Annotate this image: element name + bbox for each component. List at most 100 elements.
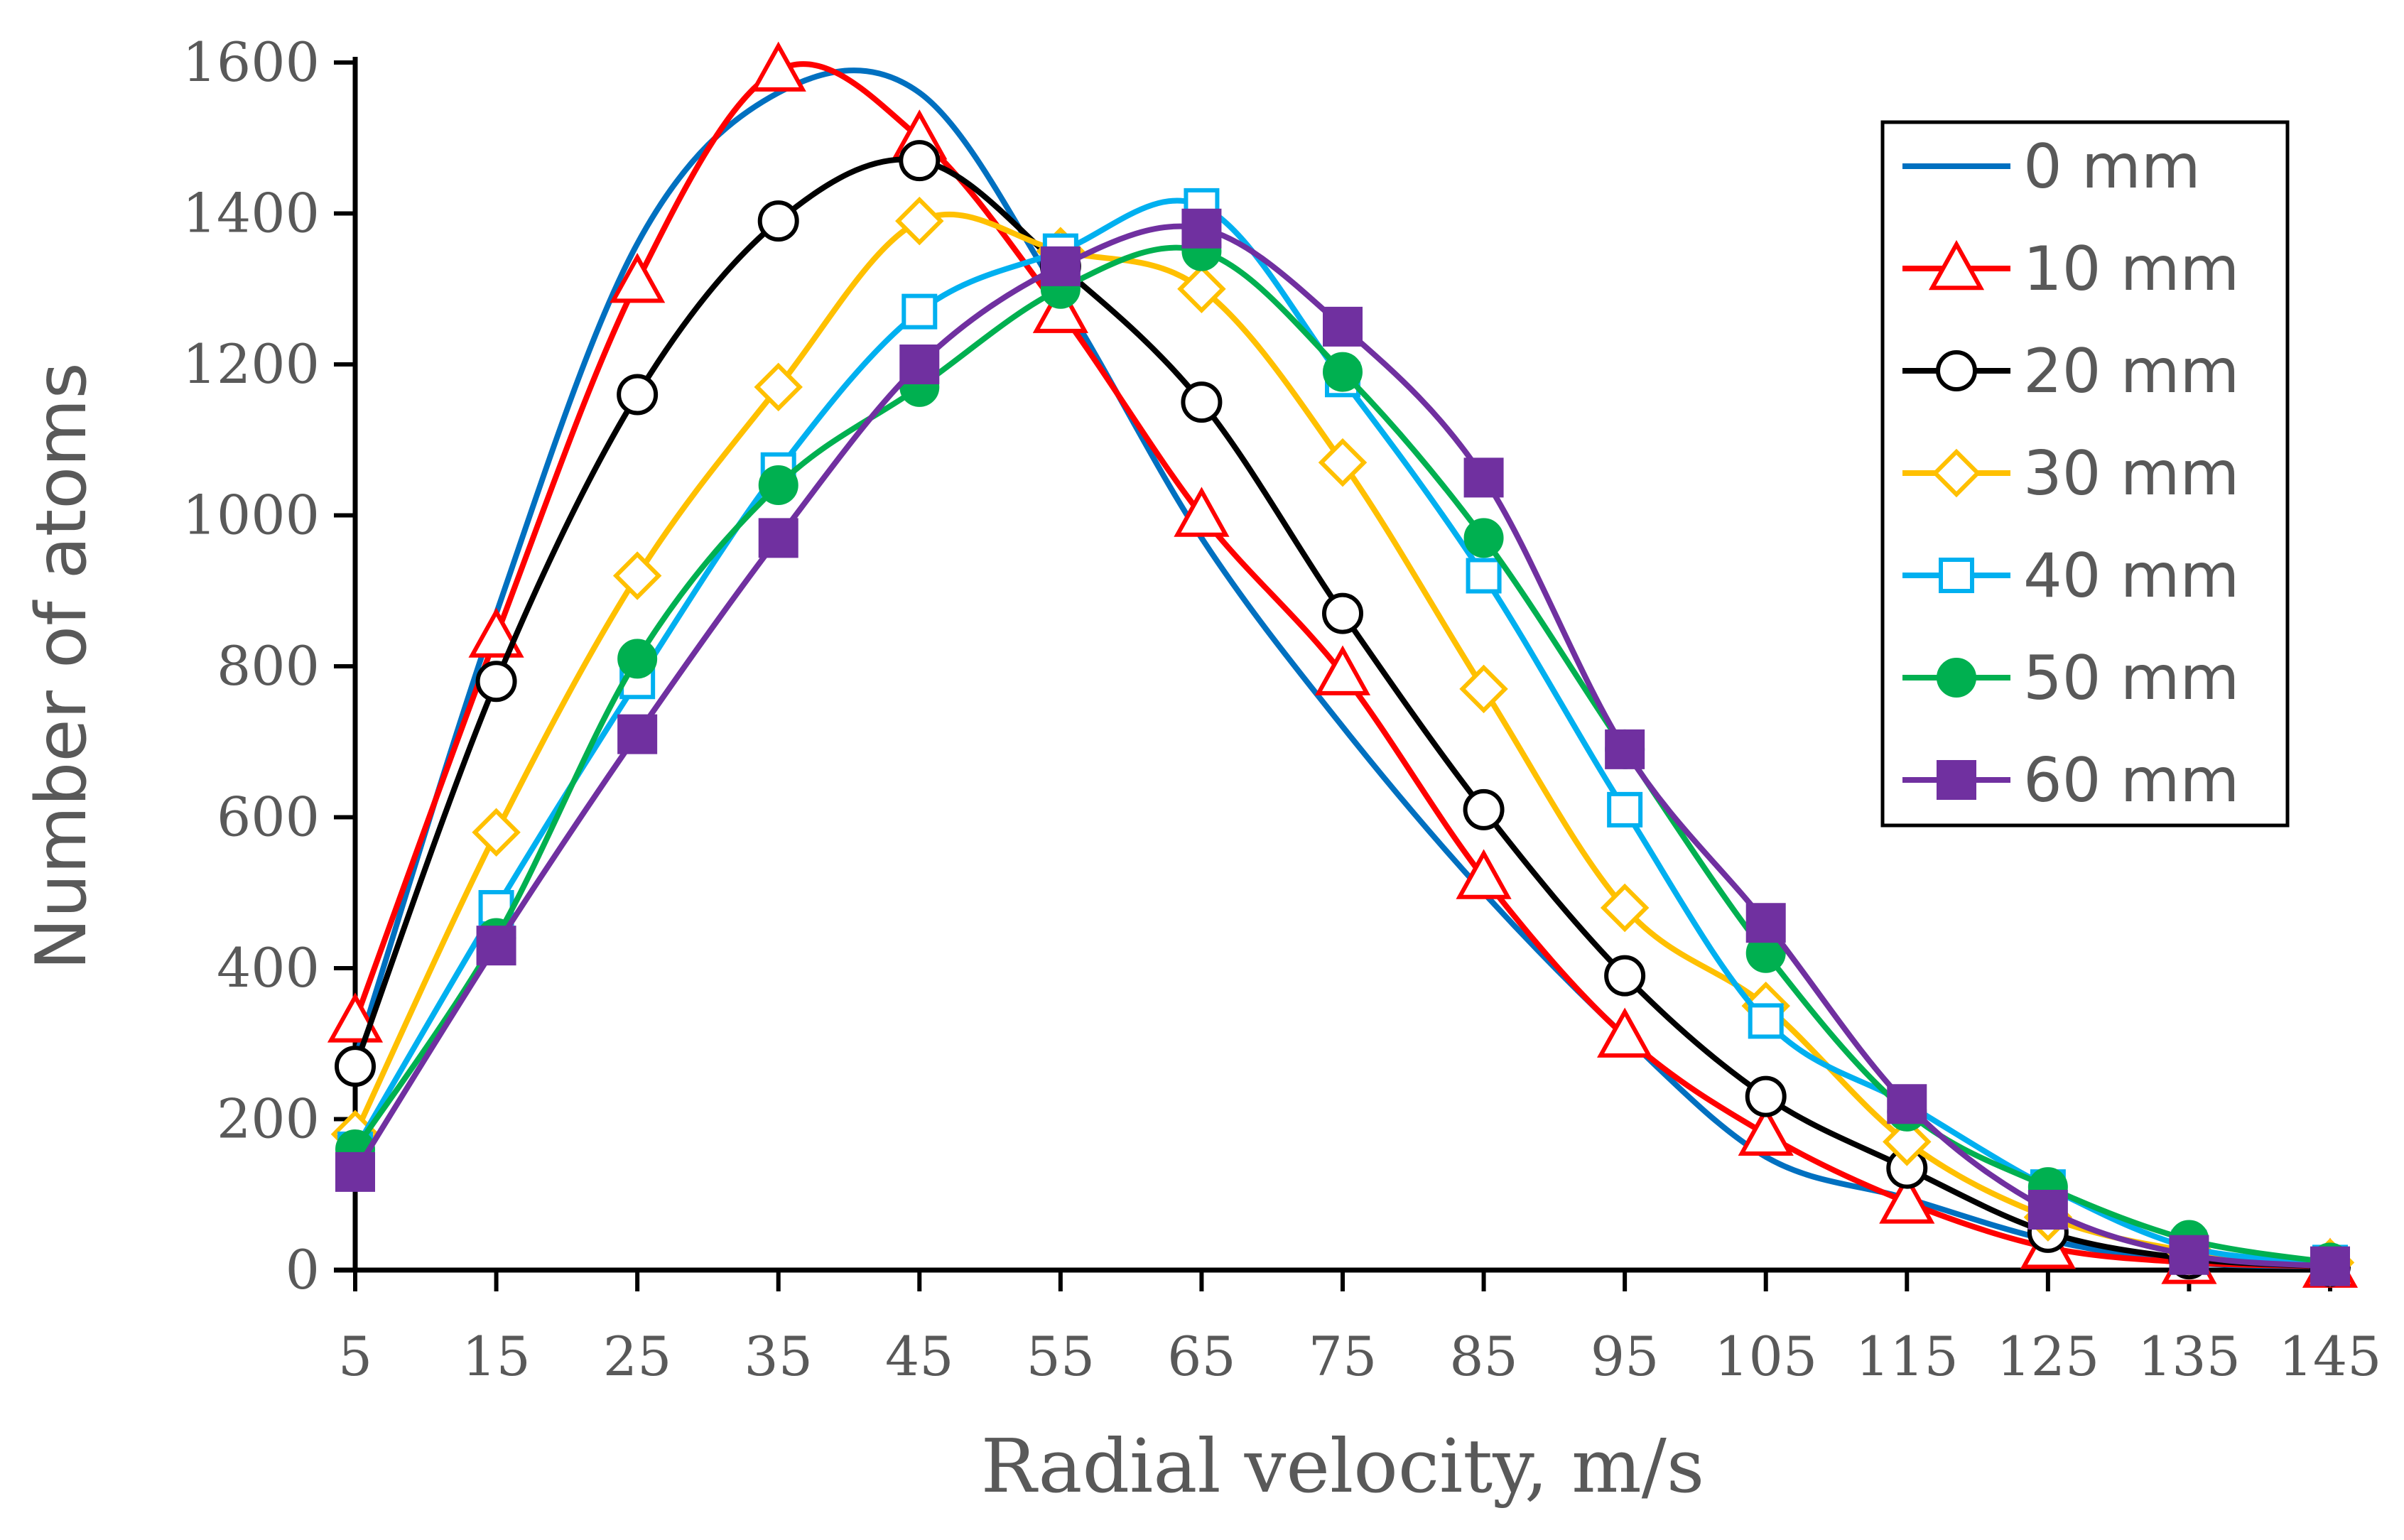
data-point [1456,849,1512,899]
data-point [757,200,799,242]
y-tick-label: 1000 [183,484,320,547]
data-point [2169,1235,2209,1275]
legend-item: 10 mm [1902,234,2239,305]
legend-item: 40 mm [1902,541,2239,612]
data-point [2027,1190,2068,1230]
data-point [1887,1084,1927,1124]
x-tick-label: 45 [885,1325,954,1388]
series-0-mm [352,67,2331,1269]
data-point [1600,883,1650,933]
x-tick-label: 35 [744,1325,813,1388]
data-point [899,345,940,384]
data-point [1040,246,1081,286]
x-axis-ticks: 5 15 25 35 45 55 65 75 85 95 105 115 125 135 145 [338,1270,2382,1388]
data-point [1181,208,1222,249]
legend-item: 20 mm [1902,336,2239,407]
x-tick-label: 25 [603,1325,672,1388]
legend-label: 0 mm [2023,131,2201,202]
data-point [476,926,516,966]
x-tick-label: 55 [1026,1325,1095,1388]
legend-label: 20 mm [2023,336,2239,407]
x-tick-label: 85 [1449,1325,1518,1388]
data-point [1181,381,1223,423]
legend-marker [1928,239,1985,291]
legend-marker [1936,350,1977,391]
legend-label: 60 mm [2023,745,2239,816]
legend: 0 mm 10 mm 20 mm 30 mm 40 mm 50 mm 60 mm [1880,120,2290,828]
data-point [617,374,659,416]
legend-marker [1939,558,1974,593]
legend-label: 50 mm [2023,643,2239,714]
data-point [1883,1117,1932,1166]
legend-item: 60 mm [1902,745,2239,816]
data-point [895,196,944,246]
x-axis-title: Radial velocity, m/s [981,1423,1704,1509]
data-point [1745,903,1786,943]
data-point [1032,283,1088,333]
y-tick-label: 0 [286,1238,320,1301]
data-point [1879,1173,1935,1224]
y-tick-label: 1600 [183,31,320,94]
series-line [352,61,2331,1269]
data-point [1738,1105,1794,1156]
data-point [475,661,517,703]
data-point [1174,487,1230,537]
y-tick-label: 600 [217,786,320,849]
legend-item: 0 mm [1902,131,2201,202]
series-line [352,67,2331,1269]
x-tick-label: 145 [2278,1325,2381,1388]
data-point [472,808,521,857]
x-tick-label: 5 [338,1325,372,1388]
data-point [758,518,798,558]
x-tick-label: 95 [1591,1325,1659,1388]
data-point [1463,457,1504,498]
data-point [468,607,524,658]
data-point [750,41,806,92]
legend-label: 40 mm [2023,541,2239,612]
data-point [1322,592,1363,634]
x-tick-label: 125 [1996,1325,2099,1388]
data-point [1318,438,1368,487]
legend-label: 10 mm [2023,234,2239,305]
y-tick-label: 1200 [183,332,320,396]
legend-item: 30 mm [1902,438,2239,509]
legend-marker [1932,448,1981,498]
data-point [1607,791,1643,828]
data-point [1466,558,1502,594]
data-point [899,140,941,182]
series-60-mm [335,208,2350,1286]
x-tick-label: 135 [2138,1325,2241,1388]
data-point [1597,1007,1653,1058]
data-point [617,639,658,679]
data-point [754,362,803,412]
y-axis-ticks: 0 200 400 600 800 1000 1200 1400 1600 [183,31,355,1301]
data-point [1177,264,1226,313]
data-point [1459,664,1508,714]
data-point [610,252,666,303]
data-point [1323,306,1363,347]
legend-label: 30 mm [2023,438,2239,509]
x-tick-label: 105 [1714,1325,1817,1388]
y-tick-label: 400 [217,936,320,999]
data-point [1605,729,1645,769]
data-point [335,1151,375,1192]
data-point [1463,518,1504,558]
data-point [758,465,798,505]
legend-marker [1937,760,1976,800]
legend-marker [1937,658,1976,698]
data-point [1463,788,1505,830]
series-layer [327,41,2359,1288]
data-point [1314,645,1371,695]
data-point [1748,1003,1784,1039]
y-tick-label: 1400 [183,182,320,245]
data-point [612,551,662,600]
data-point [1323,352,1363,392]
data-point [335,1046,376,1088]
data-point [1745,1075,1787,1117]
y-axis-title: Number of atoms [21,362,102,970]
series-line [352,156,2331,1269]
y-tick-label: 200 [217,1088,320,1151]
x-tick-label: 75 [1309,1325,1377,1388]
y-tick-label: 800 [217,634,320,698]
